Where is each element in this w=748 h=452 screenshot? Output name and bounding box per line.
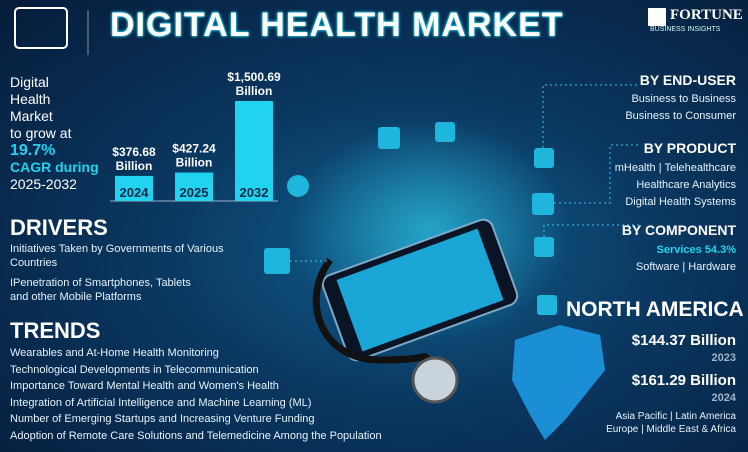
title: DIGITAL HEALTH MARKET — [110, 6, 564, 44]
region-year: 2024 — [711, 392, 736, 404]
bar — [235, 101, 273, 201]
value-unit: Billion — [116, 159, 153, 173]
segment-title: BY COMPONENT — [621, 222, 736, 238]
segment-line: Healthcare Analytics — [636, 179, 736, 191]
trend: Number of Emerging Startups and Increasi… — [10, 413, 315, 425]
trend: Wearables and At-Home Health Monitoring — [10, 347, 219, 359]
category-label: 2024 — [120, 185, 150, 200]
component: BY COMPONENT Services 54.3% Software | H… — [536, 222, 736, 276]
intro-line: Digital — [10, 74, 49, 90]
trends-title: TRENDS — [10, 318, 101, 343]
bar — [175, 172, 213, 201]
trend: Adoption of Remote Care Solutions and Te… — [10, 429, 382, 442]
category-label: 2025 — [180, 185, 209, 200]
segment-title: BY END-USER — [639, 72, 736, 88]
intro-line: to grow at — [10, 125, 72, 141]
intro-line: Market — [10, 108, 53, 124]
intro-line: Health — [10, 91, 51, 107]
cagr: 19.7% — [10, 142, 56, 159]
brand-sub: BUSINESS INSIGHTS — [650, 26, 721, 33]
segment-line: Business to Consumer — [625, 110, 736, 122]
bar — [115, 175, 153, 201]
value-label: $376.68 — [112, 145, 156, 159]
end-user: BY END-USER Business to Business Busines… — [536, 72, 736, 123]
segment-highlight: Services 54.3% — [656, 244, 736, 256]
trend: Technological Developments in Telecommun… — [10, 363, 259, 376]
segment-line: Business to Business — [631, 93, 736, 105]
connectors — [290, 84, 640, 262]
value-unit: Billion — [176, 156, 213, 170]
trends-list: Wearables and At-Home Health Monitoring T… — [10, 345, 382, 444]
region-other: Europe | Middle East & Africa — [606, 424, 736, 435]
phone — [321, 218, 519, 362]
drivers-title: DRIVERS — [10, 215, 108, 240]
drivers-list: Initiatives Taken by Governments of Vari… — [10, 242, 240, 304]
icons — [264, 122, 557, 315]
segment-line: Digital Health Systems — [625, 196, 736, 208]
stethoscope — [312, 257, 433, 367]
brand: FORTUNE — [670, 7, 743, 23]
header-icon — [14, 7, 68, 49]
product: BY PRODUCT mHealth | Telehealthcare Heal… — [536, 140, 736, 211]
value-label: $1,500.69 — [227, 70, 281, 84]
segment-line: mHealth | Telehealthcare — [614, 162, 736, 174]
driver: Initiatives Taken by Governments of Vari… — [10, 243, 224, 269]
segment-line: Software | Hardware — [635, 261, 736, 273]
intro: Digital Health Market to grow at 19.7% C… — [10, 74, 99, 193]
region-value: $161.29 Billion — [631, 372, 736, 389]
region-title: NORTH AMERICA — [566, 298, 744, 321]
region-value: $144.37 Billion — [631, 332, 736, 349]
period: 2025-2032 — [10, 176, 77, 192]
driver: IPenetration of Smartphones, Tablets and… — [10, 277, 191, 303]
category-label: 2032 — [240, 185, 269, 200]
value-unit: Billion — [236, 84, 273, 98]
cagr-label: CAGR during — [10, 159, 99, 175]
region-year: 2023 — [711, 352, 736, 364]
region-stats: $144.37 Billion 2023 $161.29 Billion 202… — [556, 332, 736, 436]
trend: Importance Toward Mental Health and Wome… — [10, 380, 279, 392]
north-america-map — [512, 325, 605, 440]
value-label: $427.24 — [172, 142, 216, 156]
brand-logo — [648, 8, 666, 26]
trend: Integration of Artificial Intelligence a… — [10, 396, 312, 409]
region-other: Asia Pacific | Latin America — [615, 411, 736, 422]
segment-title: BY PRODUCT — [643, 140, 736, 156]
stethoscope-head — [411, 356, 459, 404]
